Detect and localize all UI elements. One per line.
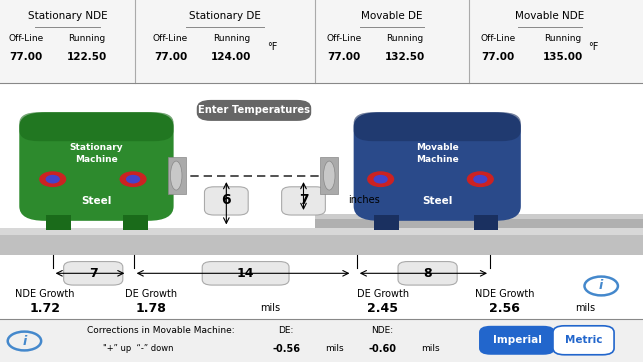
Text: i: i (23, 334, 26, 348)
Text: inches: inches (349, 195, 380, 205)
FancyBboxPatch shape (64, 261, 123, 285)
Bar (0, 319, 643, 362)
Text: Enter Temperatures: Enter Temperatures (198, 105, 310, 115)
Circle shape (46, 176, 59, 183)
Text: Off-Line: Off-Line (153, 34, 188, 43)
Bar (374, 215, 399, 230)
Text: °F: °F (588, 42, 599, 52)
Text: mils: mils (421, 345, 440, 353)
FancyBboxPatch shape (282, 187, 325, 215)
Text: 132.50: 132.50 (385, 52, 425, 63)
Text: 77.00: 77.00 (327, 52, 361, 63)
Bar (46, 215, 71, 230)
Text: °F: °F (267, 42, 277, 52)
FancyBboxPatch shape (202, 261, 289, 285)
Circle shape (127, 176, 140, 183)
Text: 8: 8 (423, 267, 432, 280)
FancyBboxPatch shape (197, 100, 311, 121)
FancyBboxPatch shape (354, 112, 521, 221)
Bar (315, 214, 643, 219)
FancyBboxPatch shape (553, 326, 614, 355)
Text: Movable DE: Movable DE (361, 11, 423, 21)
Text: DE:: DE: (278, 326, 294, 334)
Ellipse shape (323, 161, 335, 190)
Text: 6: 6 (222, 193, 231, 207)
Text: DE Growth: DE Growth (356, 289, 409, 299)
Bar (0, 228, 643, 235)
Text: NDE Growth: NDE Growth (15, 289, 75, 299)
FancyBboxPatch shape (19, 112, 174, 141)
Text: 7: 7 (89, 267, 98, 280)
FancyBboxPatch shape (19, 112, 174, 221)
Text: Running: Running (386, 34, 424, 43)
FancyBboxPatch shape (479, 326, 555, 355)
Text: Stationary
Machine: Stationary Machine (69, 143, 123, 164)
Text: Off-Line: Off-Line (481, 34, 516, 43)
Bar (320, 157, 338, 194)
Circle shape (40, 172, 66, 186)
Text: 14: 14 (237, 267, 255, 280)
Text: Off-Line: Off-Line (8, 34, 43, 43)
Bar (168, 157, 186, 194)
Ellipse shape (170, 161, 182, 190)
Text: Running: Running (213, 34, 250, 43)
Text: DE Growth: DE Growth (125, 289, 177, 299)
Text: 7: 7 (299, 193, 308, 207)
Bar (0, 228, 643, 255)
Text: Running: Running (68, 34, 105, 43)
Text: 77.00: 77.00 (9, 52, 42, 63)
Text: -0.60: -0.60 (368, 344, 397, 354)
FancyBboxPatch shape (204, 187, 248, 215)
Text: 1.72: 1.72 (30, 302, 60, 315)
Text: mils: mils (260, 303, 280, 313)
Text: 124.00: 124.00 (212, 52, 251, 63)
Text: 2.45: 2.45 (367, 302, 398, 315)
Text: Running: Running (544, 34, 581, 43)
FancyBboxPatch shape (354, 112, 521, 141)
Bar (315, 214, 643, 228)
Text: Movable
Machine: Movable Machine (416, 143, 458, 164)
Text: 77.00: 77.00 (482, 52, 515, 63)
Bar (0, 0, 643, 83)
Text: -0.56: -0.56 (272, 344, 300, 354)
Text: 77.00: 77.00 (154, 52, 187, 63)
Text: Stationary DE: Stationary DE (189, 11, 261, 21)
Text: 135.00: 135.00 (543, 52, 583, 63)
Text: 1.78: 1.78 (136, 302, 167, 315)
Text: Stationary NDE: Stationary NDE (28, 11, 107, 21)
Text: 2.56: 2.56 (489, 302, 520, 315)
Circle shape (120, 172, 146, 186)
Text: "+” up  “-” down: "+” up “-” down (103, 345, 174, 353)
FancyBboxPatch shape (398, 261, 457, 285)
Text: Movable NDE: Movable NDE (515, 11, 584, 21)
Circle shape (368, 172, 394, 186)
Bar (123, 215, 148, 230)
Text: Steel: Steel (422, 196, 453, 206)
Text: 122.50: 122.50 (67, 52, 107, 63)
Text: Steel: Steel (81, 196, 112, 206)
Text: NDE:: NDE: (372, 326, 394, 334)
Text: NDE Growth: NDE Growth (475, 289, 534, 299)
Text: Imperial: Imperial (493, 335, 541, 345)
Circle shape (474, 176, 487, 183)
Text: mils: mils (325, 345, 343, 353)
Text: Metric: Metric (565, 335, 602, 345)
Bar (474, 215, 498, 230)
Text: mils: mils (575, 303, 595, 313)
Text: Corrections in Movable Machine:: Corrections in Movable Machine: (87, 326, 235, 334)
Text: Off-Line: Off-Line (327, 34, 361, 43)
Circle shape (374, 176, 387, 183)
Text: i: i (599, 279, 603, 292)
Circle shape (467, 172, 493, 186)
